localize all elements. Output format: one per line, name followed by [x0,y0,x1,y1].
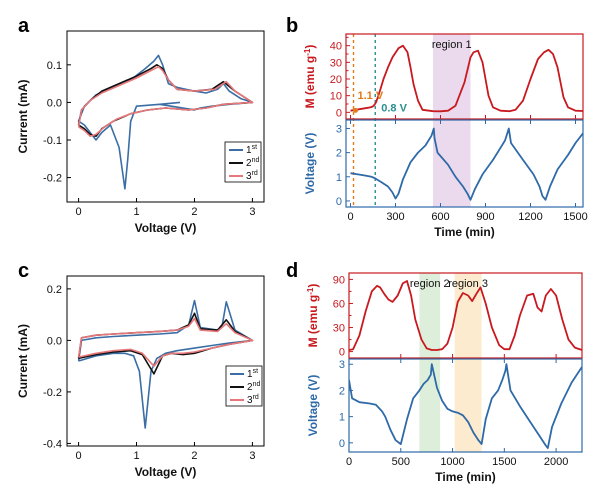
top-y-tick-label: 30 [333,323,345,335]
x-tick-label: 500 [392,456,410,468]
legend-label-1: 1st [246,144,257,156]
x-tick-label: 2 [191,450,197,462]
y-axis-label: Current (mA) [16,324,30,398]
x-tick-label: 3 [249,450,255,462]
bottom-y-tick-label: 3 [339,359,345,371]
x-axis-label: Time (min) [434,225,494,239]
series-line-3 [77,317,254,367]
marker-dot-1 [353,107,358,113]
top-y-tick-label: 0 [336,107,342,119]
top-y-axis-label: M (emu g-1) [306,284,320,348]
top-y-tick-label: 10 [330,91,342,103]
x-tick-label: 1500 [563,211,587,223]
legend-label-2: 2nd [247,381,260,393]
bottom-y-tick-label: 2 [339,385,345,397]
top-y-tick-label: 0 [339,347,345,359]
x-tick-label: 600 [431,211,449,223]
x-tick-label: 1200 [518,211,542,223]
bottom-y-tick-label: 1 [336,172,342,184]
voltage-line [350,127,583,201]
bottom-y-tick-label: 0 [339,438,345,450]
x-tick-label: 0 [347,211,353,223]
plot-area [77,54,254,190]
top-y-tick-label: 60 [333,298,345,310]
bottom-y-tick-label: 2 [336,148,342,160]
bottom-frame [348,358,583,453]
panel-b-time-chart: region 11.1 V0.8 V0 300 600 900 1200 15000102… [303,33,588,239]
plot-frame [66,30,265,203]
y-tick-label: 0.2 [47,284,62,296]
plot-area [77,299,254,429]
bottom-y-tick-label: 0 [336,196,342,208]
top-y-axis-label: M (emu g-1) [303,45,317,109]
region-label-2: region 3 [448,278,488,290]
top-frame [345,33,584,120]
x-tick-label: 1 [133,206,139,218]
magnetization-line [349,280,582,351]
x-tick-label: 1500 [492,456,516,468]
y-tick-label: 0.1 [47,60,62,72]
y-tick-label: 0.0 [47,97,62,109]
voltage-line [349,363,582,449]
panel-a-cv-chart: 0 1 2 3 -0.2 -0.1 0.0 0.1 Voltage (V) Current (mA… [16,30,265,235]
x-tick-label: 0 [346,456,352,468]
legend-label-2: 2nd [246,157,259,169]
y-axis-label: Current (mA) [16,79,30,153]
top-y-tick-label: 40 [330,41,342,53]
bottom-y-axis-label: Voltage (V) [306,375,320,437]
panel-label-a: a [18,15,30,37]
region-label-1: region 1 [432,39,472,51]
x-tick-label: 1 [133,450,139,462]
series-line-3 [77,65,254,137]
x-axis-label: Voltage (V) [135,221,197,235]
y-tick-label: -0.1 [43,135,62,147]
y-tick-label: -0.4 [43,438,62,450]
panel-label-b: b [286,15,298,37]
y-tick-label: -0.2 [43,387,62,399]
x-axis-label: Time (min) [435,470,495,484]
y-tick-label: -0.2 [43,173,62,185]
x-tick-label: 2 [191,206,197,218]
x-tick-label: 0 [76,450,82,462]
bottom-y-axis-label: Voltage (V) [303,133,317,195]
bottom-plot-area [350,127,583,201]
x-axis-label: Voltage (V) [135,465,197,479]
bottom-frame [345,119,584,208]
region-label-1: region 2 [410,278,450,290]
plot-frame [66,275,265,447]
highlight-region-1 [419,273,441,452]
panel-c-cv-chart: 0 1 2 3 -0.4 -0.2 0.0 0.2 Voltage (V) Current (mA… [16,275,265,479]
x-tick-label: 1000 [440,456,464,468]
y-tick-label: 0.0 [47,335,62,347]
top-plot-area [349,280,582,351]
top-y-tick-label: 90 [333,274,345,286]
bottom-plot-area [349,363,582,449]
marker-label-1: 1.1 V [358,90,384,102]
legend-label-1: 1st [247,368,258,380]
top-y-tick-label: 30 [330,57,342,69]
bottom-y-tick-label: 3 [336,123,342,135]
top-plot-area [350,44,583,113]
top-y-tick-label: 20 [330,74,342,86]
legend-label-3: 3rd [247,394,259,406]
x-tick-label: 0 [76,206,82,218]
magnetization-line [350,44,583,113]
x-tick-label: 300 [386,211,404,223]
x-tick-label: 900 [476,211,494,223]
bottom-y-tick-label: 1 [339,412,345,424]
legend-label-3: 3rd [246,170,258,182]
x-tick-label: 3 [249,206,255,218]
marker-label-2: 0.8 V [381,103,407,115]
x-tick-label: 2000 [544,456,568,468]
panel-label-c: c [18,260,29,282]
panel-label-d: d [286,260,298,282]
